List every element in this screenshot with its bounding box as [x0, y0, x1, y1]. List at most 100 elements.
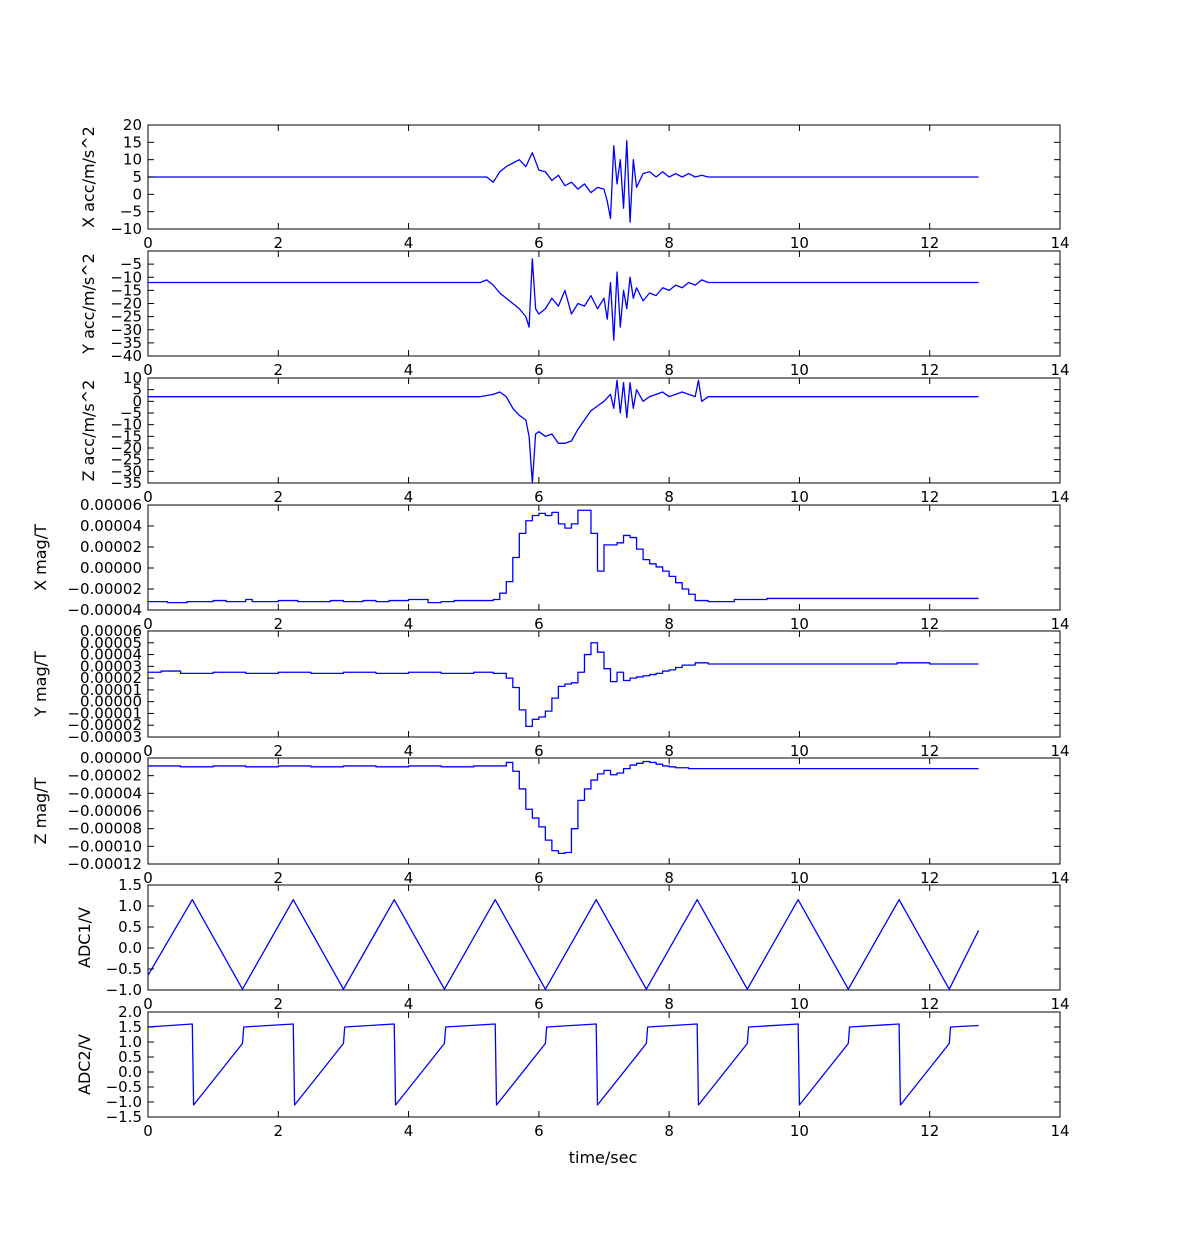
x-tick-label: 14: [1050, 615, 1069, 633]
y-tick-label: −20: [110, 439, 142, 457]
x-tick-label: 14: [1050, 234, 1069, 252]
y-tick-label: 0.00002: [80, 669, 142, 687]
x-tick-label: 12: [920, 615, 939, 633]
x-tick-label: 0: [143, 869, 153, 887]
y-tick-label: −0.00002: [67, 580, 142, 598]
y-tick-label: −10: [110, 416, 142, 434]
series-line-8-1: [147, 1023, 979, 1106]
y-tick-label: 0.00005: [80, 634, 142, 652]
x-tick-label: 8: [664, 488, 674, 506]
x-tick-label: 6: [534, 488, 544, 506]
y-tick-label: −5: [120, 203, 142, 221]
y-tick-label: 0.00004: [80, 517, 142, 535]
y-tick-label: −10: [110, 220, 142, 238]
series-line-6-1: [148, 760, 979, 855]
y-tick-label: 1.0: [118, 897, 142, 915]
series-line-2-1: [148, 258, 979, 341]
y-tick-label: −5: [120, 404, 142, 422]
x-tick-label: 6: [534, 869, 544, 887]
x-tick-label: 2: [274, 869, 284, 887]
y-tick-label: 0.00002: [80, 538, 142, 556]
x-tick-label: 2: [274, 361, 284, 379]
x-tick-label: 8: [664, 1122, 674, 1140]
y-tick-label: −35: [110, 334, 142, 352]
x-tick-label: 4: [404, 361, 414, 379]
x-tick-label: 2: [274, 995, 284, 1013]
x-tick-label: 8: [664, 995, 674, 1013]
x-tick-label: 0: [143, 742, 153, 760]
x-tick-label: 6: [534, 742, 544, 760]
x-tick-label: 2: [274, 1122, 284, 1140]
x-tick-label: 2: [274, 742, 284, 760]
plot-frame: [147, 250, 1061, 357]
x-tick-label: 12: [920, 742, 939, 760]
subplot-4: 0 2 4 6 8 10 12 14 0.00006 0.00004 0.00002 0.00000 −…: [31, 496, 1070, 633]
x-tick-label: 8: [664, 742, 674, 760]
y-tick-label: −15: [110, 281, 142, 299]
y-tick-label: 5: [132, 381, 142, 399]
x-tick-label: 0: [143, 488, 153, 506]
y-tick-label: −1.0: [106, 1093, 142, 1111]
y-tick-label: −40: [110, 347, 142, 365]
y-tick-label: 15: [123, 133, 142, 151]
x-tick-label: 4: [404, 1122, 414, 1140]
x-tick-label: 10: [790, 361, 809, 379]
y-tick-label: −0.00002: [67, 716, 142, 734]
y-tick-label: 0.5: [118, 1048, 142, 1066]
y-tick-label: 0.00003: [80, 657, 142, 675]
subplot-6: 0 2 4 6 8 10 12 140.00000−0.00002−0.00004−0.000…: [31, 749, 1070, 887]
y-tick-label: −0.00004: [67, 601, 142, 619]
x-tick-label: 14: [1050, 1122, 1069, 1140]
series-line-3-1: [148, 379, 979, 484]
x-tick-label: 4: [404, 742, 414, 760]
x-tick-label: 0: [143, 1122, 153, 1140]
x-tick-label: 10: [790, 995, 809, 1013]
y-tick-label: −15: [110, 427, 142, 445]
y-tick-label: 0.00004: [80, 646, 142, 664]
y-tick-label: 0.0: [118, 939, 142, 957]
y-tick-label: 0.00006: [80, 622, 142, 640]
x-tick-label: 14: [1050, 488, 1069, 506]
y-tick-label: 0.0: [118, 1063, 142, 1081]
y-tick-label: −0.00008: [67, 820, 142, 838]
y-tick-label: −25: [110, 451, 142, 469]
x-tick-label: 0: [143, 615, 153, 633]
x-tick-label: 6: [534, 615, 544, 633]
y-tick-label: −0.00001: [67, 704, 142, 722]
y-tick-label: 1.0: [118, 1033, 142, 1051]
x-tick-label: 10: [790, 234, 809, 252]
y-tick-label: 20: [123, 116, 142, 134]
x-tick-label: 12: [920, 234, 939, 252]
y-tick-label: 0: [132, 185, 142, 203]
series-line-4-1: [148, 509, 979, 604]
x-tick-label: 14: [1050, 995, 1069, 1013]
x-tick-label: 12: [920, 361, 939, 379]
x-tick-label: 0: [143, 361, 153, 379]
x-tick-label: 0: [143, 234, 153, 252]
y-axis-label: ADC2/V: [75, 1034, 94, 1095]
x-tick-label: 10: [790, 488, 809, 506]
y-tick-label: −35: [110, 474, 142, 492]
x-tick-label: 6: [534, 234, 544, 252]
x-tick-label: 6: [534, 995, 544, 1013]
y-tick-label: 0.00000: [80, 559, 142, 577]
y-axis-label: X acc/m/s^2: [79, 126, 98, 228]
plot-frame: [147, 757, 1061, 865]
x-tick-label: 2: [274, 615, 284, 633]
y-tick-label: 0.00006: [80, 496, 142, 514]
y-tick-label: 10: [123, 369, 142, 387]
y-tick-label: −0.00006: [67, 802, 142, 820]
x-tick-label: 4: [404, 995, 414, 1013]
x-tick-label: 4: [404, 869, 414, 887]
y-tick-label: 0.00000: [80, 693, 142, 711]
subplot-7: 0 2 4 6 8 10 12 14 1.5 1.0 0.5 0.0 −0.5 −1.0 ADC1/V: [75, 876, 1070, 1013]
y-tick-label: 2.0: [118, 1003, 142, 1021]
y-axis-label: Y acc/m/s^2: [79, 253, 98, 355]
x-axis-label: time/sec: [569, 1148, 638, 1167]
x-tick-label: 14: [1050, 361, 1069, 379]
y-tick-label: −0.5: [106, 960, 142, 978]
y-tick-label: −30: [110, 321, 142, 339]
x-tick-label: 12: [920, 1122, 939, 1140]
y-tick-label: 1.5: [118, 876, 142, 894]
x-tick-label: 10: [790, 869, 809, 887]
